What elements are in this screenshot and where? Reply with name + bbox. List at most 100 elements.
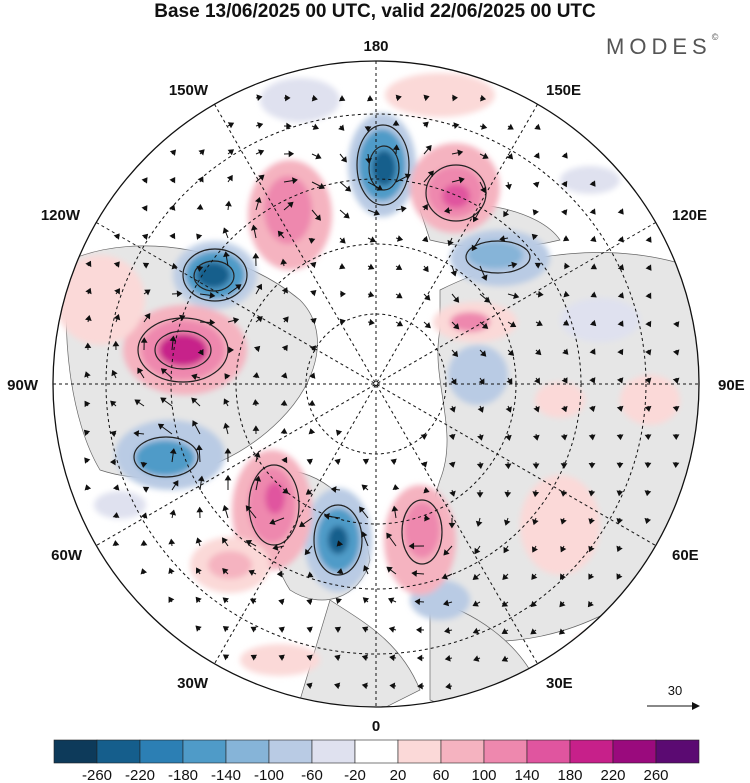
wind-vector-head — [195, 625, 202, 632]
wind-vector-head — [392, 120, 400, 126]
wind-vector-head — [209, 291, 216, 299]
wind-vector-head — [422, 121, 429, 128]
wind-vector-head — [507, 123, 514, 130]
wind-vector-head — [534, 377, 540, 384]
wind-vector-head — [83, 429, 91, 437]
wind-vector-head — [286, 122, 292, 130]
wind-vector-head — [84, 400, 91, 408]
anomaly-field — [55, 73, 680, 676]
wind-vector-head — [672, 377, 680, 384]
wind-vector-head — [617, 320, 624, 327]
wind-vector-head — [558, 628, 566, 635]
wind-vector-head — [282, 316, 289, 323]
wind-vector-head — [252, 372, 260, 379]
colorbar-tick-label: -180 — [168, 767, 198, 783]
colorbar-swatch — [182, 739, 227, 764]
map-title: Base 13/06/2025 00 UTC, valid 22/06/2025… — [154, 1, 596, 22]
lon-label-120e: 120E — [672, 207, 707, 224]
wind-vector-head — [533, 152, 540, 159]
wind-vector-head — [395, 264, 403, 270]
modes-logo: MODES© — [606, 31, 719, 60]
colorbar-swatch — [440, 739, 485, 764]
wind-vector-head — [404, 173, 411, 180]
wind-vector-head — [561, 377, 568, 384]
wind-vector-head — [315, 153, 322, 160]
wind-vector-head — [110, 430, 117, 438]
wind-vector-head — [253, 345, 261, 353]
wind-vector-head — [400, 205, 407, 213]
wind-vector-head — [339, 263, 346, 270]
wind-vector-head — [112, 484, 120, 491]
wind-vector-head — [477, 434, 484, 441]
lon-label-30e: 30E — [546, 675, 573, 692]
wind-vector-head — [560, 518, 567, 525]
wind-vector-head — [196, 506, 204, 513]
wind-vector-head — [85, 260, 92, 268]
colorbar-swatch — [268, 739, 313, 764]
wind-vector-head — [222, 504, 229, 512]
wind-vector-head — [616, 434, 624, 441]
colorbar-swatch — [96, 739, 141, 764]
wind-vector-head — [616, 545, 623, 552]
wind-vector-head — [672, 349, 680, 356]
wind-vector-head — [318, 183, 325, 190]
wind-vector-head — [562, 348, 569, 355]
wind-vector-head — [452, 94, 458, 102]
colorbar-swatch — [655, 739, 700, 764]
wind-vector-head — [112, 340, 120, 347]
wind-vector-head — [534, 262, 542, 269]
wind-vector-head — [386, 566, 393, 573]
wind-vector-head — [281, 287, 288, 294]
wind-vector-head — [448, 522, 456, 529]
wind-vector-head — [245, 539, 253, 546]
wind-vector-head — [365, 157, 372, 164]
reference-vector: 30 — [647, 683, 700, 710]
wind-vector-head — [280, 428, 288, 434]
wind-vector-head — [472, 627, 480, 635]
wind-vector-head — [306, 654, 313, 661]
wind-vector-head — [280, 258, 288, 265]
wind-vector-head — [388, 597, 395, 604]
colorbar-swatch — [311, 739, 356, 764]
wind-vector-head — [588, 434, 596, 441]
wind-vector-head — [368, 291, 375, 298]
wind-vector-head — [113, 261, 120, 268]
wind-vector-head — [509, 321, 517, 328]
wind-vector-head — [227, 149, 235, 156]
wind-vector-head — [617, 236, 624, 243]
wind-vector-head — [450, 270, 458, 277]
wind-vector-head — [414, 598, 421, 606]
wind-vector-head — [84, 342, 92, 349]
wind-vector-head — [444, 627, 451, 634]
wind-vector-head — [424, 514, 431, 522]
wind-vector-head — [133, 430, 140, 437]
wind-vector-head — [84, 457, 91, 464]
wind-vector-head — [363, 565, 370, 572]
wind-vector-head — [424, 322, 431, 329]
wind-vector-head — [335, 597, 342, 605]
wind-vector-head — [278, 598, 285, 606]
wind-vector-head — [340, 290, 346, 298]
wind-vector-head — [233, 317, 240, 324]
colorbar-tick-label: 60 — [433, 767, 450, 783]
wind-vector-head — [531, 233, 539, 241]
wind-vector-head — [616, 573, 623, 580]
wind-vector-head — [196, 233, 203, 240]
wind-vector-head — [645, 292, 652, 299]
wind-vector-head — [473, 655, 480, 662]
wind-vector-head — [309, 372, 316, 379]
wind-vector-head — [367, 263, 375, 270]
colorbar-swatch — [53, 739, 98, 764]
colorbar-tick-label: -20 — [344, 767, 366, 783]
wind-vector-head — [85, 314, 92, 322]
wind-vector-head — [535, 348, 542, 356]
colorbar-tick-label: 220 — [600, 767, 625, 783]
wind-vector-head — [481, 123, 488, 130]
wind-vector-head — [480, 350, 487, 357]
wind-vector-head — [501, 655, 509, 662]
wind-vector-head — [472, 215, 479, 223]
wind-vector-head — [277, 230, 284, 237]
wind-vector-head — [169, 176, 176, 184]
registered-mark: © — [711, 31, 719, 42]
